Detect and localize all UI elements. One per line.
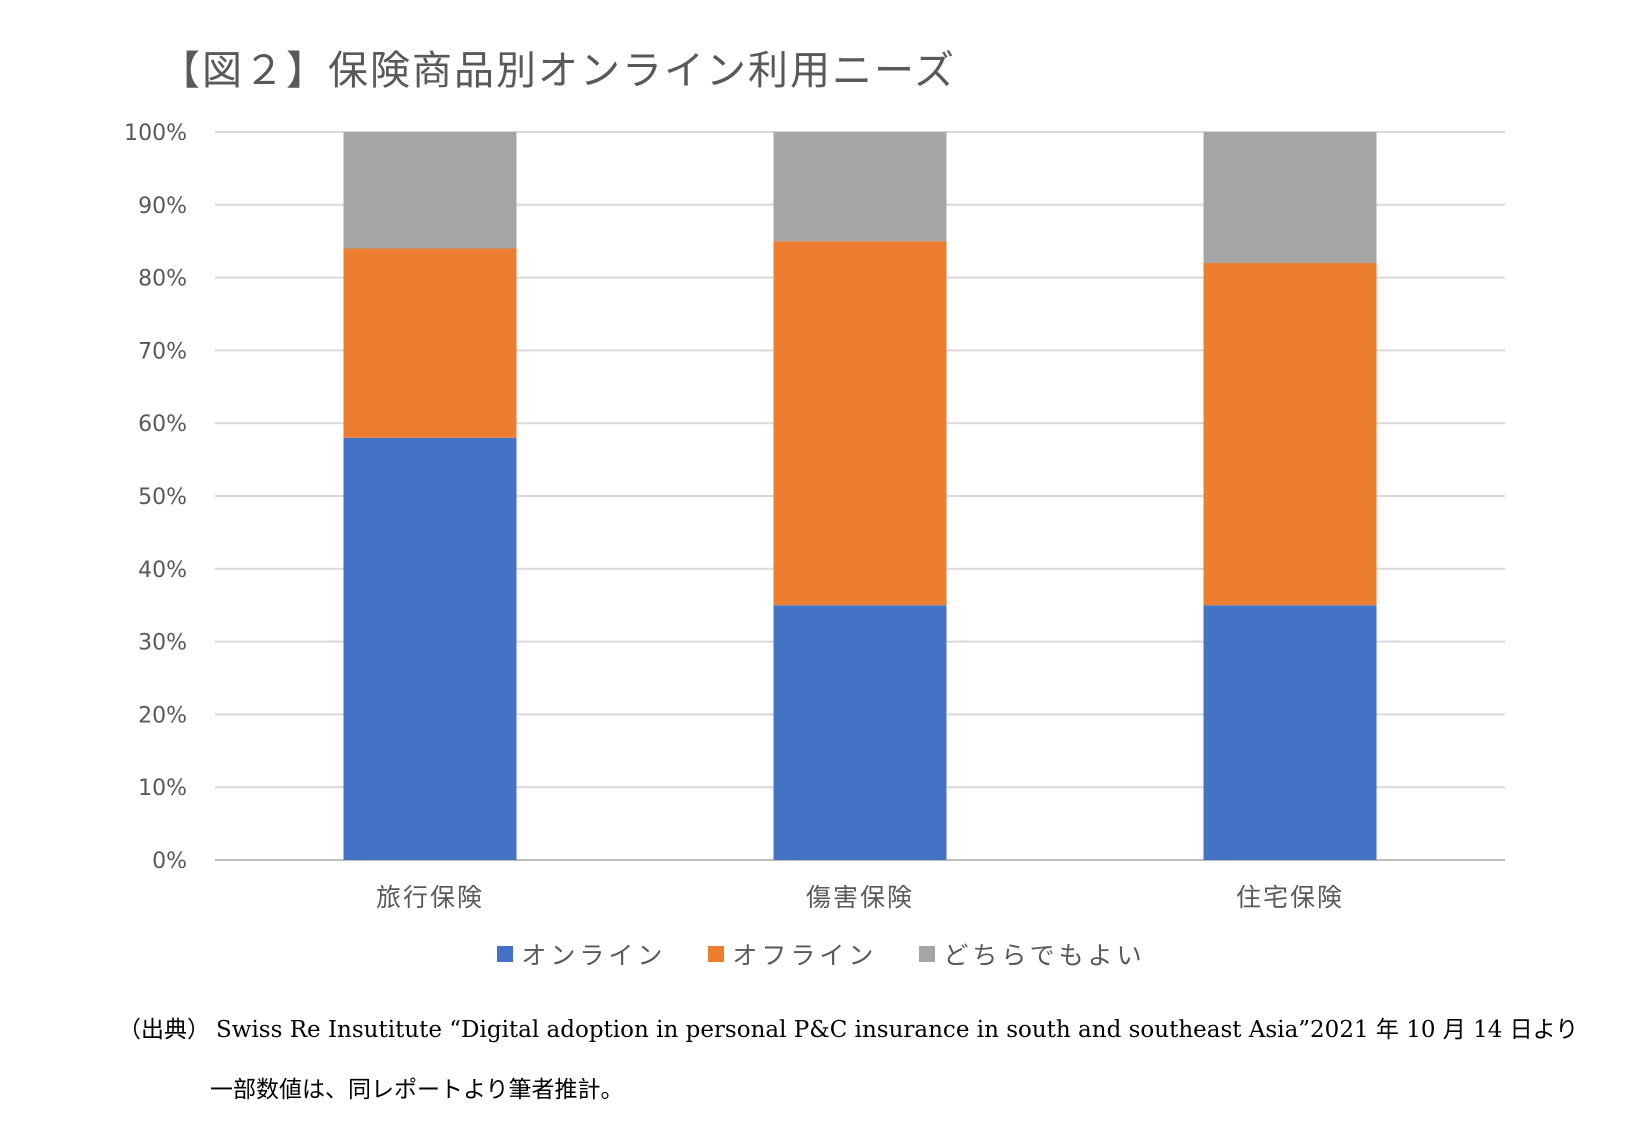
legend-label: オンライン <box>521 941 667 970</box>
y-tick-label: 50% <box>138 485 187 510</box>
bar-segment <box>1203 132 1377 264</box>
y-tick-label: 0% <box>152 849 187 874</box>
y-tick-label: 30% <box>138 631 187 656</box>
legend-item: オフライン <box>708 936 877 972</box>
legend-label: どちらでもよい <box>943 941 1146 970</box>
stacked-bar-chart: 0% 10% 20% 30% 40% 50% 60% 70% 80% 90% 100% 旅行保険 傷害保… <box>124 121 1505 912</box>
source-text: Swiss Re Insutitute “Digital adoption in… <box>216 1017 1579 1043</box>
legend-swatch <box>919 946 936 962</box>
chart-title: 【図２】保険商品別オンライン利用ニーズ <box>160 48 956 94</box>
x-tick-label: 傷害保険 <box>806 883 914 912</box>
bar-segment <box>343 132 517 249</box>
source-citation: （出典） Swiss Re Insutitute “Digital adoptio… <box>118 1010 1578 1044</box>
bar-segment <box>773 605 947 860</box>
bar-segment <box>1203 263 1377 606</box>
bar-segment <box>773 241 947 606</box>
legend-swatch <box>497 946 514 962</box>
bar-segment <box>343 248 517 438</box>
y-tick-label: 90% <box>138 194 187 219</box>
chart-legend: オンライン オフライン どちらでもよい <box>0 936 1643 972</box>
estimate-note: 一部数値は、同レポートより筆者推計。 <box>210 1077 624 1103</box>
y-tick-label: 40% <box>138 558 187 583</box>
y-tick-label: 10% <box>138 776 187 801</box>
y-tick-label: 60% <box>138 412 187 437</box>
source-label: （出典） <box>118 1017 210 1043</box>
bar-segment <box>773 132 947 242</box>
legend-swatch <box>708 946 725 962</box>
bar-segment <box>343 437 517 860</box>
y-tick-label: 80% <box>138 267 187 292</box>
legend-item: どちらでもよい <box>919 936 1145 972</box>
x-tick-label: 旅行保険 <box>376 883 484 912</box>
legend-item: オンライン <box>497 936 666 972</box>
y-tick-label: 20% <box>138 703 187 728</box>
bar-segment <box>1203 605 1377 860</box>
x-tick-label: 住宅保険 <box>1236 883 1344 912</box>
y-tick-label: 100% <box>124 121 187 146</box>
legend-label: オフライン <box>732 941 878 970</box>
y-tick-label: 70% <box>138 339 187 364</box>
